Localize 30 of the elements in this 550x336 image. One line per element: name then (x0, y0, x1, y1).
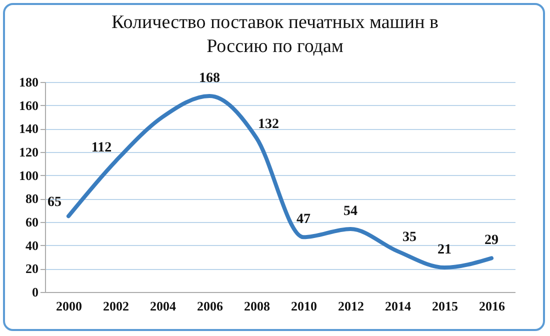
data-label: 54 (344, 204, 358, 219)
y-tick-label: 160 (19, 98, 38, 113)
y-tick-label: 140 (19, 121, 38, 136)
x-tick-label: 2004 (150, 298, 176, 314)
y-tick-label: 100 (19, 168, 38, 183)
data-label: 112 (91, 140, 112, 156)
x-tick-label: 2015 (432, 298, 458, 314)
data-label: 35 (402, 230, 416, 246)
x-tick-label: 2008 (244, 298, 270, 314)
x-tick-label: 2012 (338, 298, 364, 314)
y-tick-label: 0 (32, 284, 38, 300)
y-tick-label: 60 (26, 214, 38, 230)
data-label: 168 (199, 71, 220, 86)
x-tick-label: 2016 (479, 298, 506, 314)
x-tick-label: 2006 (197, 298, 224, 314)
y-tick-label: 180 (19, 74, 38, 90)
data-label: 29 (484, 233, 498, 248)
x-tick-label: 2000 (56, 298, 82, 314)
y-tick-label: 40 (26, 238, 38, 253)
data-label: 132 (258, 117, 279, 132)
y-tick-label: 120 (19, 144, 38, 160)
y-tick-label: 80 (26, 191, 38, 206)
data-label: 65 (48, 195, 62, 210)
chart-title: Количество поставок печатных машин в Россию по годам (110, 11, 440, 59)
data-label: 21 (438, 242, 452, 258)
x-tick-label: 2002 (103, 298, 129, 314)
x-tick-label: 2014 (385, 298, 412, 314)
x-tick-label: 2010 (291, 298, 317, 314)
y-tick-label: 20 (26, 261, 38, 276)
data-label: 47 (296, 212, 310, 228)
